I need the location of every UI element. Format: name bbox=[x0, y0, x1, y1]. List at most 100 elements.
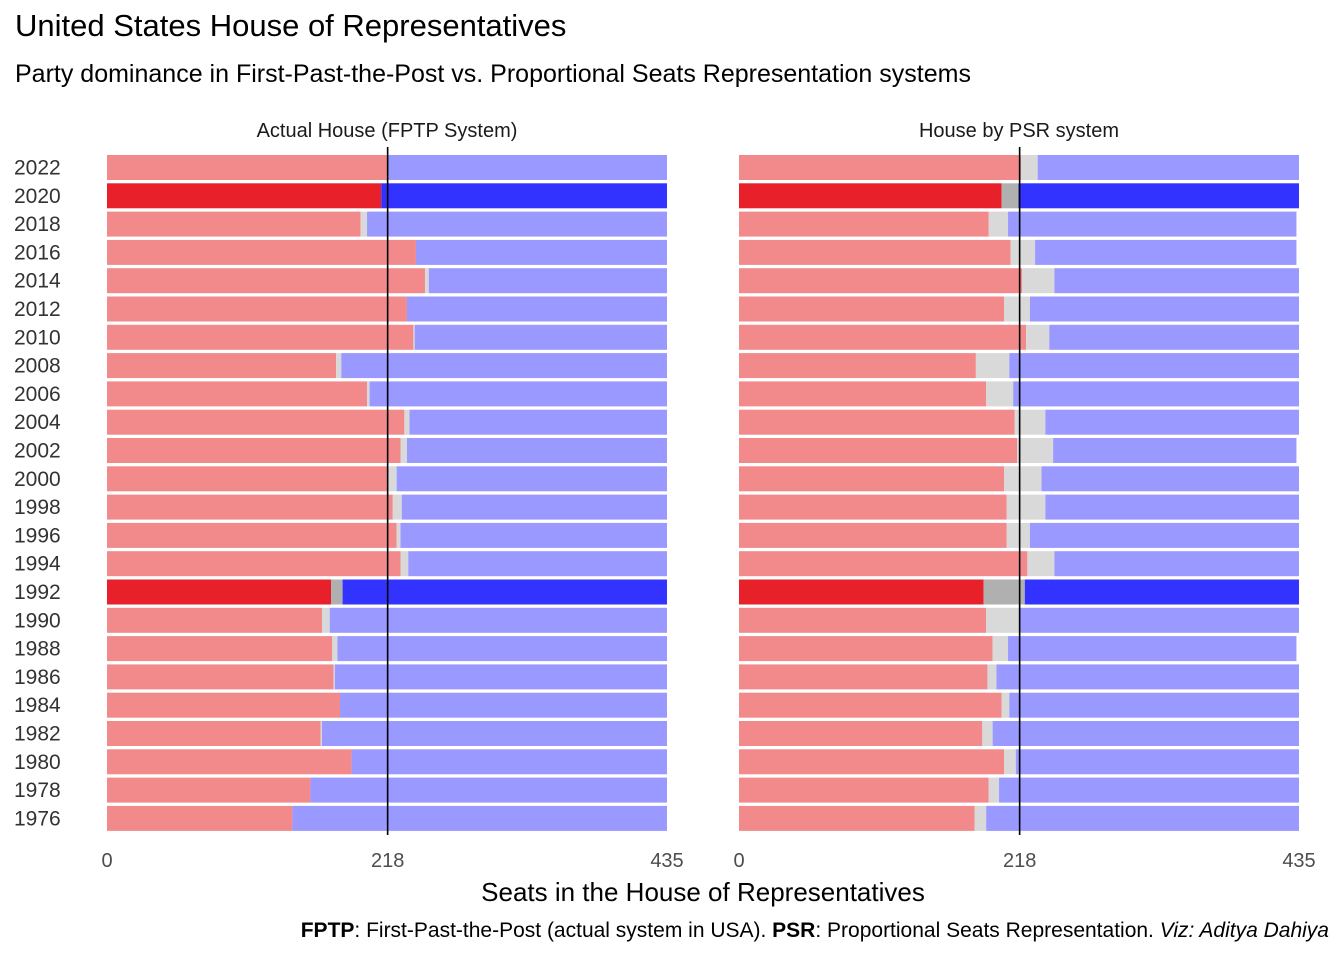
bar-rep bbox=[739, 353, 976, 379]
bar-other bbox=[1001, 692, 1010, 718]
bar-rep bbox=[107, 579, 331, 605]
year-label: 1980 bbox=[14, 751, 61, 774]
year-label: 1994 bbox=[14, 553, 61, 576]
year-label: 1978 bbox=[14, 779, 61, 802]
bar-rep bbox=[739, 324, 1027, 350]
x-tick-label: 218 bbox=[371, 850, 404, 872]
year-label: 2014 bbox=[14, 270, 61, 293]
bar-other bbox=[987, 664, 997, 690]
bar-dem bbox=[396, 466, 667, 492]
bar-rep bbox=[739, 579, 984, 605]
bar-rep bbox=[107, 522, 397, 548]
bar-dem bbox=[1009, 353, 1299, 379]
bar-rep bbox=[739, 268, 1023, 294]
bar-other bbox=[400, 438, 407, 463]
bar-dem bbox=[406, 296, 667, 322]
bar-dem bbox=[329, 607, 667, 633]
bar-dem bbox=[992, 721, 1299, 746]
bar-rep bbox=[107, 494, 393, 520]
bar-rep bbox=[739, 749, 1005, 775]
bar-rep bbox=[107, 296, 407, 322]
bar-dem bbox=[1018, 183, 1299, 209]
x-tick-label: 218 bbox=[1003, 850, 1036, 872]
year-label: 2010 bbox=[14, 326, 61, 349]
bar-other bbox=[1004, 749, 1016, 775]
bar-rep bbox=[107, 211, 361, 237]
year-label: 2022 bbox=[14, 157, 61, 180]
bar-other bbox=[333, 664, 335, 690]
bar-dem bbox=[428, 268, 667, 294]
bar-dem bbox=[999, 777, 1299, 803]
bar-other bbox=[988, 211, 1009, 237]
bar-rep bbox=[107, 466, 388, 492]
bar-rep bbox=[739, 296, 1005, 322]
bar-rep bbox=[107, 664, 334, 690]
bar-dem bbox=[401, 494, 667, 520]
caption-psr-text: : Proportional Seats Representation. bbox=[815, 919, 1160, 942]
bar-dem bbox=[1013, 381, 1299, 407]
caption-psr-abbr: PSR bbox=[772, 919, 816, 942]
bar-rep bbox=[739, 551, 1028, 577]
bar-other bbox=[336, 353, 342, 379]
bar-other bbox=[367, 381, 370, 407]
year-label: 2004 bbox=[14, 411, 61, 434]
bar-rep bbox=[739, 183, 1002, 209]
bar-other bbox=[1006, 494, 1046, 520]
bar-dem bbox=[292, 805, 667, 831]
year-label: 1992 bbox=[14, 581, 61, 604]
caption-fptp-abbr: FPTP bbox=[300, 919, 355, 942]
bar-rep bbox=[107, 324, 414, 350]
bar-dem bbox=[337, 636, 667, 662]
bar-dem bbox=[321, 721, 667, 746]
bar-dem bbox=[1045, 409, 1299, 435]
bar-other bbox=[1020, 155, 1038, 180]
bar-dem bbox=[1029, 522, 1299, 548]
bar-rep bbox=[739, 805, 975, 831]
year-label: 2000 bbox=[14, 468, 61, 491]
bar-rep bbox=[739, 466, 1005, 492]
year-label: 1984 bbox=[14, 694, 61, 717]
bar-rep bbox=[107, 636, 333, 662]
bar-rep bbox=[739, 239, 1011, 265]
bar-other bbox=[1022, 268, 1055, 294]
year-label: 2002 bbox=[14, 440, 61, 463]
bar-dem bbox=[369, 381, 667, 407]
bar-dem bbox=[1024, 579, 1299, 605]
year-label: 1986 bbox=[14, 666, 61, 689]
bar-other bbox=[975, 353, 1010, 379]
bar-other bbox=[404, 409, 410, 435]
bar-other bbox=[321, 607, 330, 633]
bar-other bbox=[1001, 183, 1019, 209]
bar-rep bbox=[739, 381, 987, 407]
bar-dem bbox=[1029, 296, 1299, 322]
bar-rep bbox=[739, 777, 989, 803]
chart-title: United States House of Representatives bbox=[15, 8, 567, 43]
bar-other bbox=[1010, 239, 1036, 265]
bar-other bbox=[1004, 296, 1030, 322]
year-label: 2012 bbox=[14, 298, 61, 321]
bar-dem bbox=[1054, 551, 1299, 577]
bar-rep bbox=[739, 409, 1015, 435]
bar-dem bbox=[351, 749, 667, 775]
bar-dem bbox=[1045, 494, 1299, 520]
bar-other bbox=[413, 324, 415, 350]
bar-dem bbox=[1019, 607, 1299, 633]
bar-dem bbox=[341, 353, 667, 379]
bar-dem bbox=[409, 409, 667, 435]
bar-other bbox=[320, 721, 322, 746]
bar-dem bbox=[1049, 324, 1299, 350]
x-tick-label: 435 bbox=[1282, 850, 1315, 872]
panel-title: House by PSR system bbox=[919, 120, 1119, 142]
bar-rep bbox=[739, 211, 989, 237]
bar-other bbox=[1026, 324, 1050, 350]
bar-rep bbox=[739, 636, 993, 662]
bar-rep bbox=[107, 183, 382, 209]
caption-fptp-text: : First-Past-the-Post (actual system in … bbox=[354, 919, 773, 942]
panel-title: Actual House (FPTP System) bbox=[257, 120, 518, 142]
bar-dem bbox=[381, 183, 667, 209]
year-label: 2016 bbox=[14, 241, 61, 264]
x-axis-label: Seats in the House of Representatives bbox=[481, 877, 925, 907]
bar-rep bbox=[739, 692, 1002, 718]
bar-rep bbox=[739, 664, 988, 690]
bar-rep bbox=[107, 721, 321, 746]
